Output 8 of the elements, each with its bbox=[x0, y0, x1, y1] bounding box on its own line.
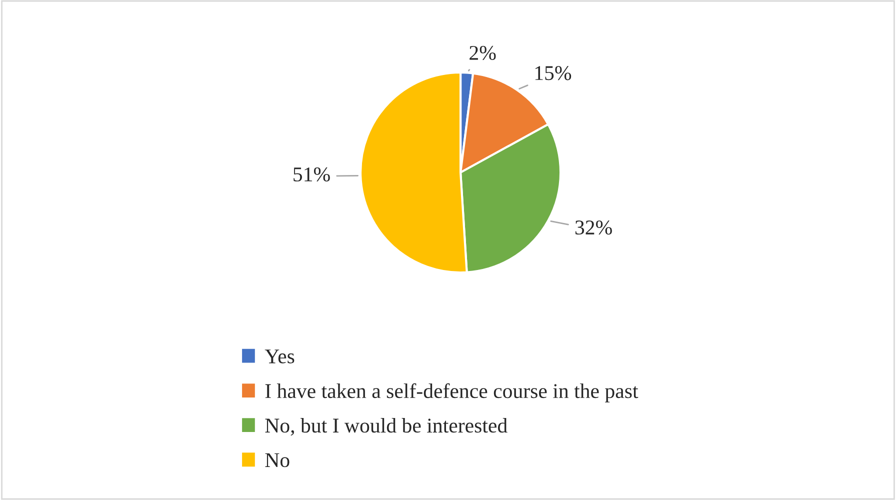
data-label: 15% bbox=[535, 66, 572, 80]
data-label: 51% bbox=[294, 167, 330, 182]
data-label: 32% bbox=[575, 220, 612, 235]
legend-label: Yes bbox=[264, 350, 294, 364]
legend-label: I have taken a self-defence course in the past bbox=[265, 383, 638, 402]
legend-label: No, but I would be interested bbox=[265, 418, 508, 436]
legend-label: No bbox=[265, 453, 290, 468]
data-label: 2% bbox=[470, 46, 496, 60]
